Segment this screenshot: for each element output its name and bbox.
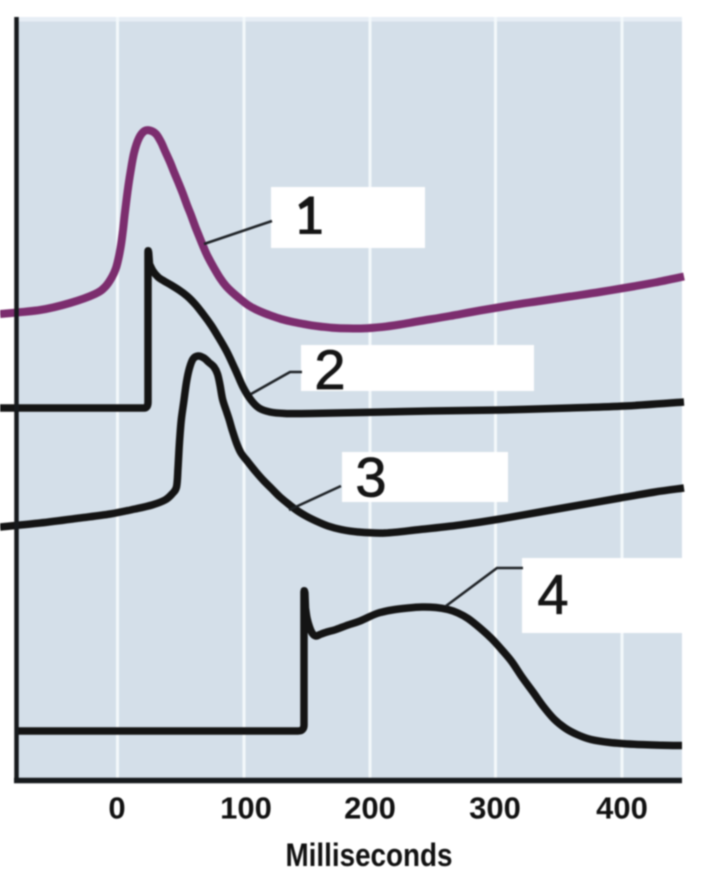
svg-text:Milliseconds: Milliseconds bbox=[286, 837, 453, 873]
svg-text:4: 4 bbox=[537, 563, 568, 626]
svg-text:0: 0 bbox=[108, 791, 125, 826]
svg-text:3: 3 bbox=[355, 446, 386, 509]
svg-text:100: 100 bbox=[220, 791, 272, 826]
svg-text:400: 400 bbox=[596, 791, 648, 826]
svg-text:200: 200 bbox=[344, 791, 396, 826]
svg-text:2: 2 bbox=[314, 338, 345, 401]
svg-text:300: 300 bbox=[469, 791, 521, 826]
